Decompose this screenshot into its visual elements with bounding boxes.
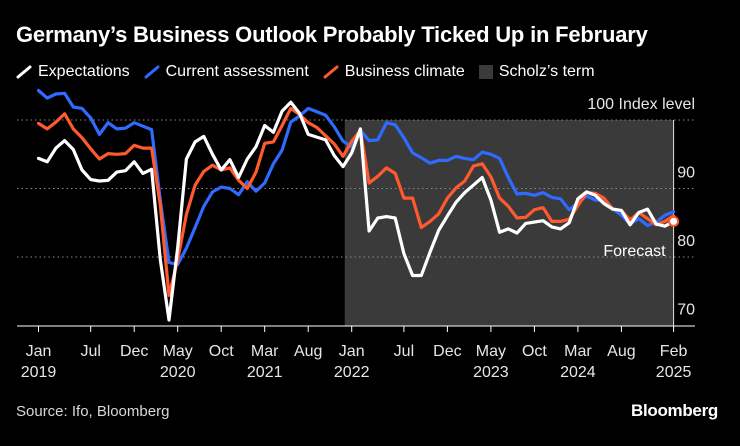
- legend-item-expectations: Expectations: [16, 63, 130, 81]
- x-tick-label-month: Oct: [209, 343, 234, 360]
- source-note: Source: Ifo, Bloomberg: [16, 403, 170, 420]
- x-tick-label-month: Jan: [339, 343, 365, 360]
- y-tick-label: 80: [677, 233, 695, 250]
- x-tick-label-month: Jan: [26, 343, 52, 360]
- legend-swatch-current: [144, 65, 160, 79]
- x-tick-label-month: Mar: [564, 343, 592, 360]
- y-tick-label: 90: [677, 165, 695, 182]
- x-tick-label-month: Mar: [251, 343, 279, 360]
- x-tick-label-month: Aug: [607, 343, 635, 360]
- y-tick-label: 70: [677, 302, 695, 319]
- x-tick-label-year: 2019: [21, 364, 57, 381]
- x-tick-label-year: 2021: [247, 364, 283, 381]
- x-tick-label-month: Dec: [120, 343, 148, 360]
- legend-label-climate: Business climate: [344, 63, 465, 80]
- chart-legend: Expectations Current assessment Business…: [16, 63, 609, 81]
- y-tick-label: 100 Index level: [587, 96, 695, 113]
- x-tick-label-month: Jul: [80, 343, 100, 360]
- x-tick-label-month: Oct: [522, 343, 547, 360]
- legend-label-current: Current assessment: [165, 63, 309, 80]
- x-tick-label-month: Jul: [394, 343, 414, 360]
- legend-label-expectations: Expectations: [38, 63, 130, 80]
- x-tick-label-month: Dec: [433, 343, 461, 360]
- forecast-marker: [668, 215, 680, 227]
- x-tick-label-month: May: [163, 343, 193, 360]
- chart-title: Germany’s Business Outlook Probably Tick…: [16, 22, 648, 47]
- x-tick-label-year: 2025: [656, 364, 692, 381]
- forecast-annotation: Forecast: [603, 243, 666, 260]
- legend-label-term: Scholz’s term: [498, 63, 595, 80]
- x-tick-label-month: Feb: [660, 343, 688, 360]
- legend-item-climate: Business climate: [323, 63, 465, 81]
- legend-item-term: Scholz’s term: [478, 63, 595, 81]
- x-tick-label-year: 2022: [334, 364, 370, 381]
- brand-logo: Bloomberg: [630, 401, 718, 420]
- series-line-business-climate: [36, 106, 676, 297]
- x-tick-label-year: 2020: [160, 364, 196, 381]
- x-tick-label-year: 2024: [560, 364, 596, 381]
- x-tick-label-year: 2023: [473, 364, 509, 381]
- x-tick-label-month: May: [476, 343, 506, 360]
- series-line-expectations: [36, 100, 676, 322]
- legend-swatch-term: [478, 65, 493, 79]
- legend-swatch-climate: [323, 65, 339, 79]
- legend-item-current: Current assessment: [144, 63, 309, 81]
- legend-swatch-expectations: [16, 65, 32, 79]
- scholz-term-shade: [344, 120, 674, 326]
- x-tick-label-month: Aug: [294, 343, 322, 360]
